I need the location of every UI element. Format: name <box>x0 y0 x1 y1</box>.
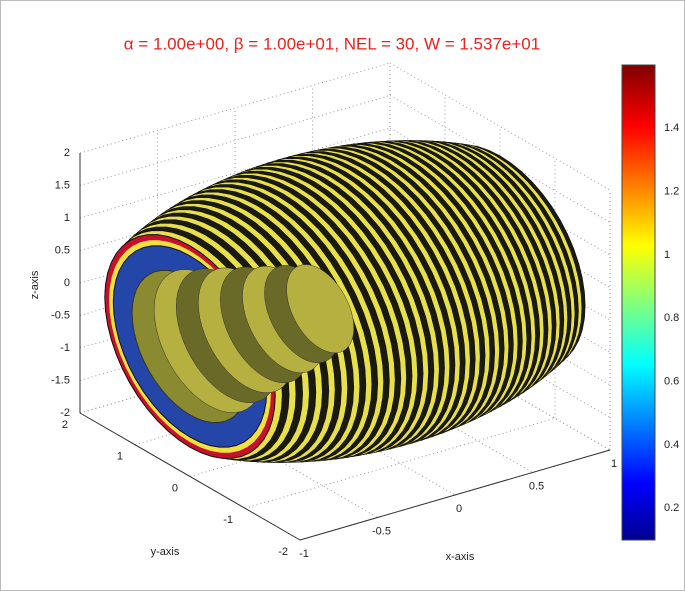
y-tick-label: 0 <box>172 482 178 494</box>
axis-line <box>299 449 611 541</box>
colorbar-tick-label: 1 <box>664 249 670 261</box>
axis-line <box>79 412 301 541</box>
x-tick-label: 0.5 <box>529 480 544 492</box>
surface-inner <box>286 264 355 354</box>
y-tick-label: -2 <box>278 546 288 558</box>
surface <box>104 140 586 463</box>
z-tick-label: -1 <box>60 342 70 354</box>
x-tick-label: 0 <box>456 503 462 515</box>
y-tick-label: 1 <box>117 451 123 463</box>
colorbar-tick-label: 0.4 <box>664 439 679 451</box>
x-tick-label: 1 <box>611 458 617 470</box>
y-tick-label: -1 <box>223 514 233 526</box>
colorbar-tick-label: 1.4 <box>664 122 679 134</box>
z-tick-label: -1.5 <box>51 374 70 386</box>
x-tick-label: -0.5 <box>372 525 391 537</box>
colorbar <box>621 64 656 541</box>
z-tick-label: -0.5 <box>51 309 70 321</box>
colorbar-tick-label: 0.2 <box>664 502 679 514</box>
x-axis-label: x-axis <box>446 551 475 563</box>
z-tick-label: 0.5 <box>55 244 70 256</box>
z-tick-label: 1.5 <box>55 179 70 191</box>
axes: -2-1.5-1-0.500.511.52-2-1012-1-0.500.51z… <box>29 122 679 563</box>
y-axis-label: y-axis <box>151 546 180 558</box>
colorbar-tick-label: 0.6 <box>664 376 679 388</box>
y-tick-label: 2 <box>62 419 68 431</box>
z-tick-label: 0 <box>64 277 70 289</box>
x-tick-label: -1 <box>299 548 309 560</box>
z-tick-label: 2 <box>64 147 70 159</box>
z-tick-label: -2 <box>60 407 70 419</box>
colorbar-tick-label: 1.2 <box>664 186 679 198</box>
z-axis-label: z-axis <box>29 270 41 299</box>
z-tick-label: 1 <box>64 212 70 224</box>
colorbar-tick-label: 0.8 <box>664 312 679 324</box>
chart-title: α = 1.00e+00, β = 1.00e+01, NEL = 30, W … <box>124 34 540 53</box>
